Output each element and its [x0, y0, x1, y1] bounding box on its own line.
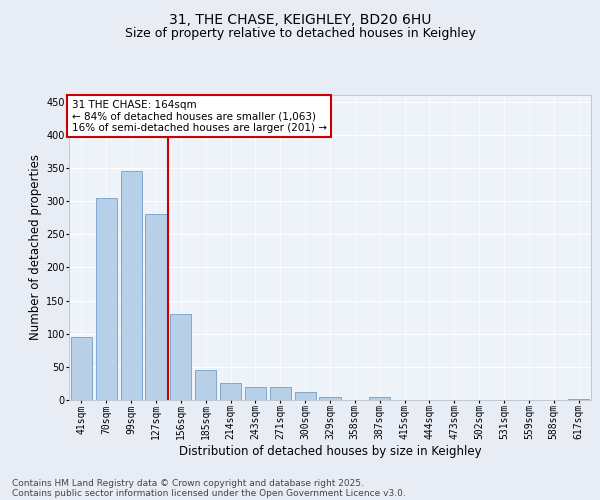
- Bar: [270, 386, 291, 400]
- Text: Size of property relative to detached houses in Keighley: Size of property relative to detached ho…: [125, 28, 475, 40]
- Bar: [195, 370, 216, 400]
- Text: 31, THE CHASE, KEIGHLEY, BD20 6HU: 31, THE CHASE, KEIGHLEY, BD20 6HU: [169, 12, 431, 26]
- Bar: [295, 392, 316, 400]
- Text: 31 THE CHASE: 164sqm
← 84% of detached houses are smaller (1,063)
16% of semi-de: 31 THE CHASE: 164sqm ← 84% of detached h…: [71, 100, 326, 133]
- Bar: [96, 198, 117, 400]
- Bar: [170, 314, 191, 400]
- Text: Contains public sector information licensed under the Open Government Licence v3: Contains public sector information licen…: [12, 488, 406, 498]
- Bar: [369, 396, 390, 400]
- Bar: [245, 386, 266, 400]
- Bar: [568, 398, 589, 400]
- Bar: [71, 337, 92, 400]
- Bar: [145, 214, 167, 400]
- Bar: [220, 384, 241, 400]
- X-axis label: Distribution of detached houses by size in Keighley: Distribution of detached houses by size …: [179, 445, 481, 458]
- Bar: [319, 396, 341, 400]
- Y-axis label: Number of detached properties: Number of detached properties: [29, 154, 42, 340]
- Bar: [121, 171, 142, 400]
- Text: Contains HM Land Registry data © Crown copyright and database right 2025.: Contains HM Land Registry data © Crown c…: [12, 478, 364, 488]
